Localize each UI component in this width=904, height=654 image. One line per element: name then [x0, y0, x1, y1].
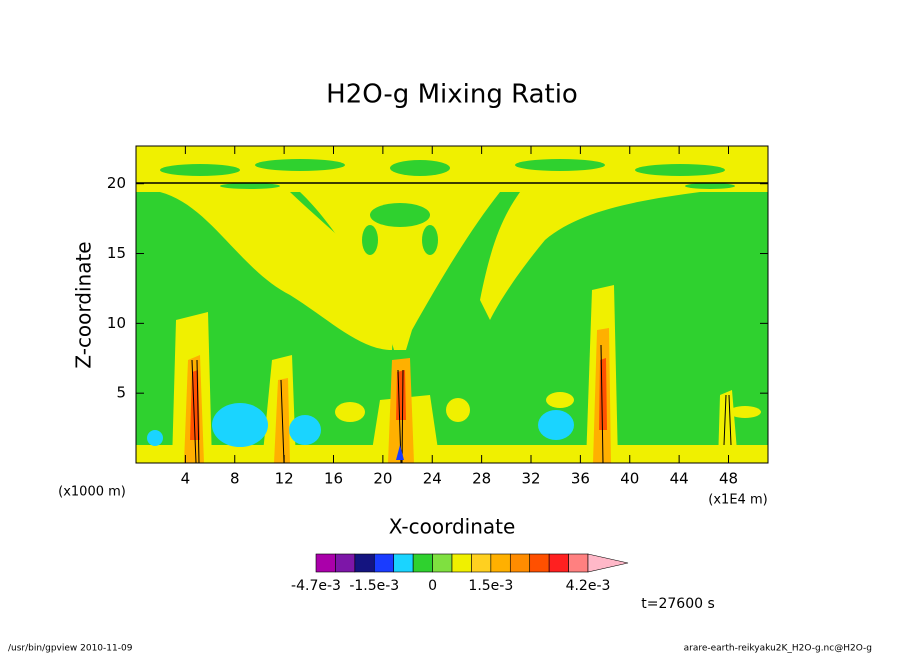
colorbar-swatch	[354, 553, 375, 573]
y-tick-label: 5	[116, 384, 126, 402]
colorbar-swatch	[315, 553, 336, 573]
colorbar-swatch	[568, 553, 589, 573]
colorbar-swatch	[451, 553, 472, 573]
x-tick-label: 40	[620, 470, 639, 488]
x-tick-label: 8	[230, 470, 240, 488]
colorbar-label: -1.5e-3	[349, 578, 399, 594]
x-tick-label: 32	[521, 470, 540, 488]
colorbar-label: 0	[428, 578, 437, 594]
colorbar-swatch	[548, 553, 569, 573]
colorbar-label: 4.2e-3	[566, 578, 611, 594]
y-unit-label: (x1000 m)	[58, 485, 126, 500]
colorbar-swatch	[393, 553, 414, 573]
y-tick-label: 15	[107, 244, 126, 262]
colorbar-swatch	[509, 553, 531, 573]
colorbar-swatch	[529, 553, 550, 573]
colorbar-swatch	[412, 553, 433, 573]
x-axis-label: X-coordinate	[389, 515, 516, 539]
time-label: t=27600 s	[641, 596, 715, 612]
contour-field	[136, 146, 768, 463]
x-tick-label: 36	[571, 470, 590, 488]
y-tick-label: 10	[107, 314, 126, 332]
x-unit-label: (x1E4 m)	[708, 493, 767, 508]
x-tick-label: 24	[423, 470, 442, 488]
colorbar-swatch	[490, 553, 511, 573]
colorbar-swatch	[432, 553, 453, 573]
colorbar-label: -4.7e-3	[291, 578, 341, 594]
x-tick-label: 44	[670, 470, 689, 488]
y-tick-label: 20	[107, 174, 126, 192]
x-tick-label: 28	[472, 470, 491, 488]
x-tick-label: 12	[275, 470, 294, 488]
colorbar-label: 1.5e-3	[468, 578, 513, 594]
x-tick-label: 48	[719, 470, 738, 488]
colorbar-swatch	[373, 553, 395, 573]
chart-title: H2O-g Mixing Ratio	[326, 80, 578, 110]
plot-frame	[135, 145, 769, 464]
x-tick-label: 20	[373, 470, 392, 488]
x-tick-label: 16	[324, 470, 343, 488]
footer-left: /usr/bin/gpview 2010-11-09	[8, 644, 133, 654]
y-axis-label: Z-coordinate	[72, 241, 96, 368]
colorbar-swatch	[335, 553, 356, 573]
footer-right: arare-earth-reikyaku2K_H2O-g.nc@H2O-g	[684, 644, 872, 654]
colorbar-extension	[587, 553, 629, 573]
x-tick-label: 4	[181, 470, 191, 488]
colorbar-swatch	[471, 553, 492, 573]
